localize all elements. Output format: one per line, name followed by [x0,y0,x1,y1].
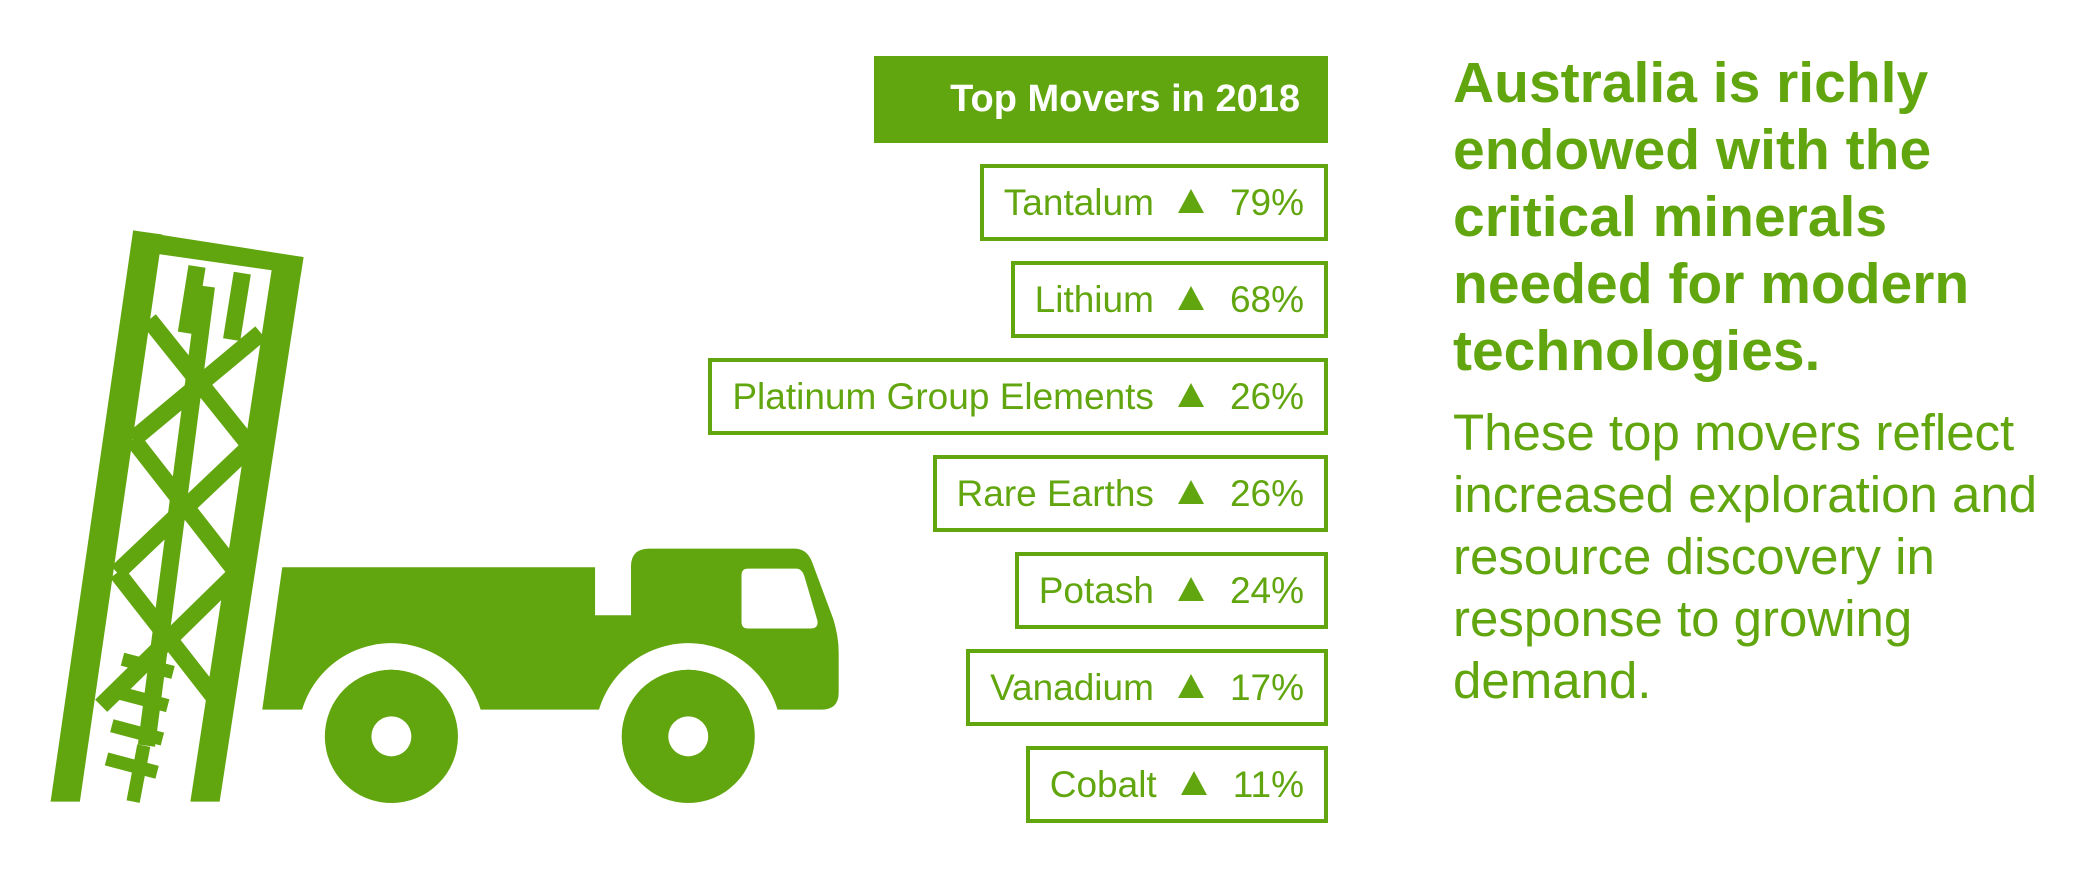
mover-row: Lithium 68% [1010,261,1328,338]
mover-row: Cobalt 11% [1025,746,1328,823]
mineral-change: 79% [1229,181,1304,223]
up-triangle-icon [1180,770,1207,795]
mineral-change: 24% [1229,569,1304,611]
mover-row: Potash 24% [1014,552,1328,629]
up-triangle-icon [1177,673,1204,698]
mineral-name: Rare Earths [956,472,1154,514]
mover-row: Vanadium 17% [966,649,1328,726]
mineral-name: Vanadium [990,666,1154,708]
mineral-name: Platinum Group Elements [732,375,1154,417]
drilling-rig-icon [50,230,304,803]
mineral-change: 26% [1229,375,1304,417]
mineral-name: Cobalt [1049,763,1157,805]
up-triangle-icon [1177,479,1204,504]
mineral-name: Tantalum [1003,181,1154,223]
mineral-change: 68% [1229,278,1304,320]
up-triangle-icon [1177,576,1204,601]
mineral-name: Lithium [1034,278,1154,320]
mineral-change: 11% [1232,763,1304,805]
mining-illustration [50,230,847,830]
headline: Australia is richly endowed with the cri… [1453,51,1970,383]
mover-row: Tantalum 79% [979,164,1328,241]
body-text: These top movers reflect increased explo… [1453,404,2038,709]
up-triangle-icon [1177,285,1204,310]
mineral-change: 26% [1229,472,1304,514]
mover-row: Platinum Group Elements 26% [708,358,1328,435]
mover-row: Rare Earths 26% [932,455,1328,532]
mineral-name: Potash [1038,569,1154,611]
truck-icon [260,548,847,830]
up-triangle-icon [1177,188,1204,213]
mineral-change: 17% [1229,666,1304,708]
up-triangle-icon [1177,382,1204,407]
top-movers-header: Top Movers in 2018 [874,56,1328,143]
